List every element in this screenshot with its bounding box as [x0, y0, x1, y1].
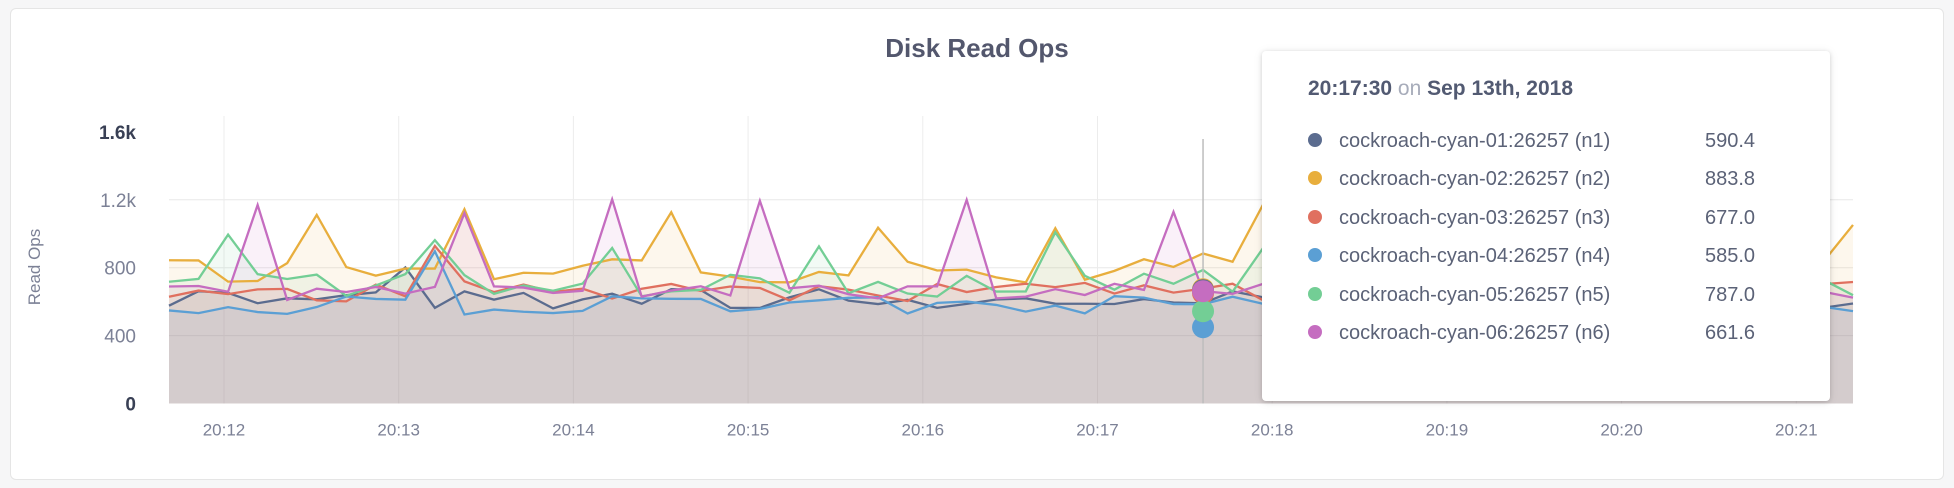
svg-text:20:17: 20:17: [1076, 421, 1119, 440]
svg-text:1.2k: 1.2k: [100, 191, 136, 212]
svg-text:400: 400: [104, 327, 136, 348]
svg-text:20:16: 20:16: [902, 421, 945, 440]
svg-text:20:12: 20:12: [203, 421, 246, 440]
svg-text:800: 800: [104, 259, 136, 280]
svg-text:20:21: 20:21: [1775, 421, 1818, 440]
svg-text:20:14: 20:14: [552, 421, 595, 440]
svg-text:20:20: 20:20: [1600, 421, 1643, 440]
svg-text:20:18: 20:18: [1251, 421, 1294, 440]
svg-text:1.6k: 1.6k: [99, 123, 136, 144]
svg-text:20:13: 20:13: [377, 421, 420, 440]
svg-text:20:19: 20:19: [1426, 421, 1469, 440]
svg-text:0: 0: [125, 395, 136, 416]
svg-text:20:15: 20:15: [727, 421, 770, 440]
